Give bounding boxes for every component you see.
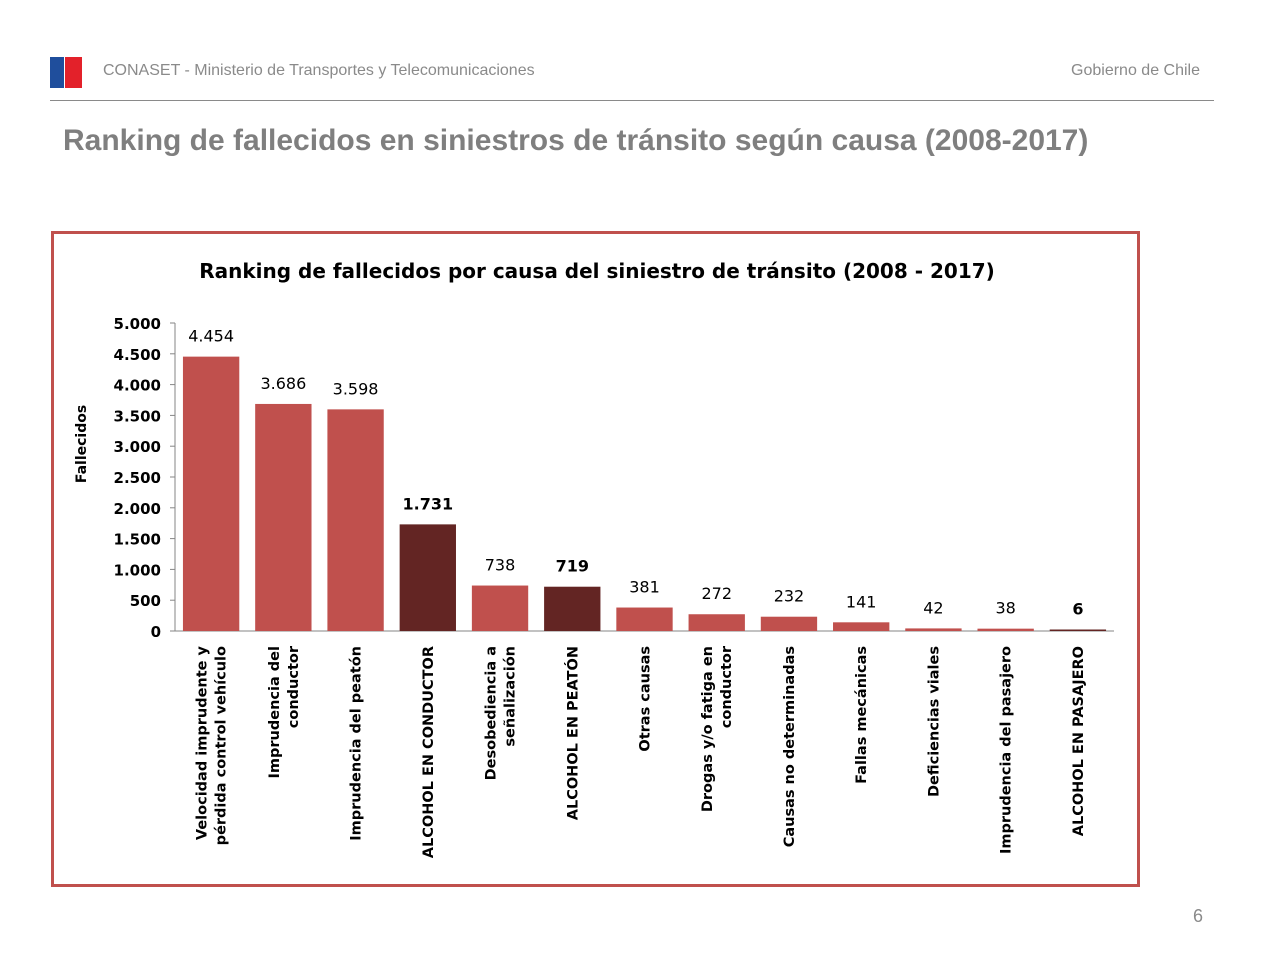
bar-chart: Ranking de fallecidos por causa del sini… [74,259,1114,858]
category-label-line: señalización [503,646,519,747]
gobierno-logo [50,57,82,88]
value-label: 272 [701,584,732,603]
logo-blue-block [50,57,64,88]
y-tick-label: 1.500 [114,531,161,549]
value-label: 719 [556,557,589,576]
category-label: Causas no determinadas [782,646,798,847]
category-label: ALCOHOL EN PASAJERO [1071,646,1087,836]
bar [616,607,673,631]
category-label: Imprudencia del conductor [267,645,302,778]
category-label: Drogas y/o fatiga en conductor [700,645,735,812]
value-label: 3.686 [260,374,306,393]
page-title: Ranking de fallecidos en siniestros de t… [63,124,1089,157]
y-tick-label: 3.500 [114,407,161,425]
y-axis-label: Fallecidos [74,405,90,483]
value-label: 4.454 [188,327,234,346]
logo-red-block [65,57,82,88]
y-tick-label: 3.000 [114,438,161,456]
value-label: 738 [485,556,516,575]
value-label: 38 [995,599,1015,618]
y-tick-label: 4.000 [114,377,161,395]
category-label-line: conductor [719,645,735,728]
y-tick-label: 4.500 [114,346,161,364]
bar [471,585,529,631]
bar [760,616,818,631]
value-label: 1.731 [403,494,454,513]
government-name: Gobierno de Chile [1071,62,1200,79]
y-tick-label: 0 [151,623,161,641]
bar [255,403,312,631]
category-label: Imprudencia del pasajero [999,646,1015,854]
bar [1049,629,1107,631]
organization-name: CONASET - Ministerio de Transportes y Te… [103,62,535,79]
category-label-line: Causas no determinadas [782,646,798,847]
category-label-line: ALCOHOL EN PASAJERO [1071,646,1087,836]
category-label: Velocidad imprudente y pérdida control ve… [195,645,230,845]
category-label-line: Desobediencia a [484,646,500,780]
category-label: Imprudencia del peatón [349,646,365,841]
bar [182,356,240,631]
chart-frame: Ranking de fallecidos por causa del sini… [51,231,1140,887]
y-tick-label: 2.500 [114,469,161,487]
category-label-line: pérdida control vehículo [214,646,230,845]
category-label-line: Fallas mecánicas [854,646,870,784]
bar [399,524,456,631]
category-label-line: Imprudencia del pasajero [999,646,1015,854]
category-label-line: Deficiencias viales [926,646,942,797]
category-label-line: ALCOHOL EN CONDUCTOR [421,646,437,858]
category-label: Desobediencia a señalización [484,646,519,780]
bar [688,614,745,631]
chart-title: Ranking de fallecidos por causa del sini… [199,259,995,283]
value-label: 6 [1072,600,1083,619]
category-label-line: Otras causas [638,646,654,752]
value-label: 42 [923,598,943,617]
y-tick-label: 2.000 [114,500,161,518]
bar [327,409,384,631]
bar [977,628,1034,631]
value-label: 232 [774,587,805,606]
y-tick-label: 5.000 [114,315,161,333]
category-label-line: Imprudencia del [267,646,283,778]
category-label: Otras causas [638,646,654,752]
page-number: 6 [1192,906,1203,926]
y-tick-label: 1.000 [114,561,161,579]
category-label-line: Velocidad imprudente y [195,645,211,840]
value-label: 141 [846,592,877,611]
category-label-line: ALCOHOL EN PEATÓN [563,646,581,820]
category-label-line: conductor [286,645,302,728]
y-tick-label: 500 [130,592,161,610]
header-divider [50,100,1214,101]
category-label: ALCOHOL EN CONDUCTOR [421,646,437,858]
category-label-line: Drogas y/o fatiga en [700,646,716,812]
value-label: 3.598 [333,379,379,398]
category-label: Fallas mecánicas [854,646,870,784]
bar [905,628,962,631]
value-label: 381 [629,578,660,597]
category-label: Deficiencias viales [926,646,942,797]
bar [544,586,601,631]
category-label: ALCOHOL EN PEATÓN [563,646,581,820]
bar [833,622,890,631]
category-label-line: Imprudencia del peatón [349,646,365,841]
